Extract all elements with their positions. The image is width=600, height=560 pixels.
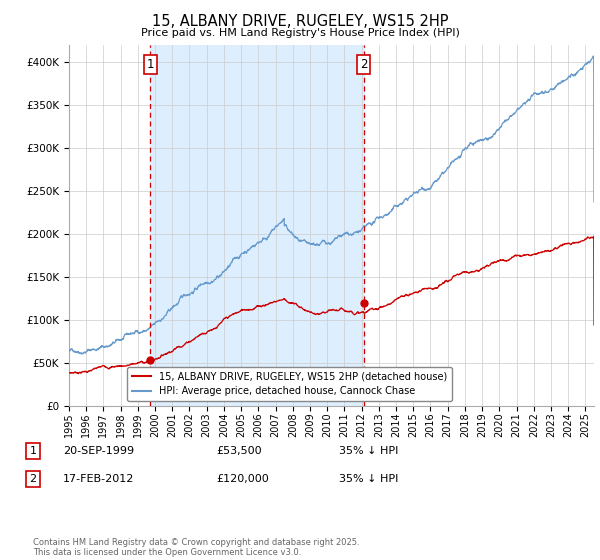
Text: 1: 1	[29, 446, 37, 456]
Text: 35% ↓ HPI: 35% ↓ HPI	[339, 474, 398, 484]
Text: 15, ALBANY DRIVE, RUGELEY, WS15 2HP: 15, ALBANY DRIVE, RUGELEY, WS15 2HP	[152, 14, 448, 29]
Text: 35% ↓ HPI: 35% ↓ HPI	[339, 446, 398, 456]
Text: 2: 2	[360, 58, 367, 71]
Text: 1: 1	[146, 58, 154, 71]
Bar	[150, 45, 364, 406]
Text: £120,000: £120,000	[216, 474, 269, 484]
Text: Contains HM Land Registry data © Crown copyright and database right 2025.
This d: Contains HM Land Registry data © Crown c…	[33, 538, 359, 557]
Text: 20-SEP-1999: 20-SEP-1999	[63, 446, 134, 456]
Legend: 15, ALBANY DRIVE, RUGELEY, WS15 2HP (detached house), HPI: Average price, detach: 15, ALBANY DRIVE, RUGELEY, WS15 2HP (det…	[127, 367, 452, 401]
Text: Price paid vs. HM Land Registry's House Price Index (HPI): Price paid vs. HM Land Registry's House …	[140, 28, 460, 38]
Text: 2: 2	[29, 474, 37, 484]
Text: £53,500: £53,500	[216, 446, 262, 456]
Text: 17-FEB-2012: 17-FEB-2012	[63, 474, 134, 484]
